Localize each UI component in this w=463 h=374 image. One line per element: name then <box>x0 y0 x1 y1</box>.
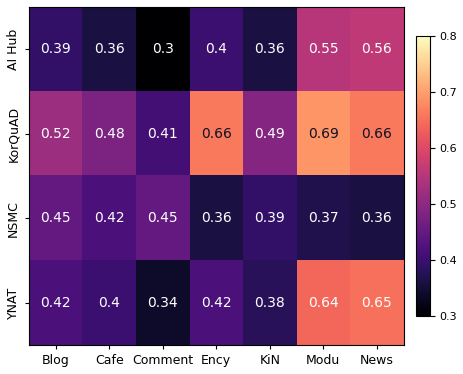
Text: 0.39: 0.39 <box>254 211 285 225</box>
Text: 0.55: 0.55 <box>307 42 338 56</box>
Text: 0.3: 0.3 <box>151 42 173 56</box>
Text: 0.52: 0.52 <box>40 127 71 141</box>
Text: 0.66: 0.66 <box>200 127 231 141</box>
Text: 0.42: 0.42 <box>40 296 71 310</box>
Text: 0.45: 0.45 <box>40 211 71 225</box>
Text: 0.38: 0.38 <box>254 296 285 310</box>
Text: 0.65: 0.65 <box>361 296 391 310</box>
Text: 0.36: 0.36 <box>94 42 125 56</box>
Text: 0.48: 0.48 <box>94 127 125 141</box>
Text: 0.4: 0.4 <box>205 42 227 56</box>
Text: 0.64: 0.64 <box>307 296 338 310</box>
Text: 0.42: 0.42 <box>200 296 231 310</box>
Text: 0.4: 0.4 <box>98 296 120 310</box>
Text: 0.56: 0.56 <box>361 42 391 56</box>
Text: 0.49: 0.49 <box>254 127 285 141</box>
Text: 0.69: 0.69 <box>307 127 338 141</box>
Text: 0.37: 0.37 <box>307 211 338 225</box>
Text: 0.39: 0.39 <box>40 42 71 56</box>
Text: 0.66: 0.66 <box>361 127 391 141</box>
Text: 0.34: 0.34 <box>147 296 178 310</box>
Text: 0.36: 0.36 <box>200 211 231 225</box>
Text: 0.42: 0.42 <box>94 211 124 225</box>
Text: 0.45: 0.45 <box>147 211 178 225</box>
Text: 0.41: 0.41 <box>147 127 178 141</box>
Text: 0.36: 0.36 <box>254 42 285 56</box>
Text: 0.36: 0.36 <box>361 211 391 225</box>
